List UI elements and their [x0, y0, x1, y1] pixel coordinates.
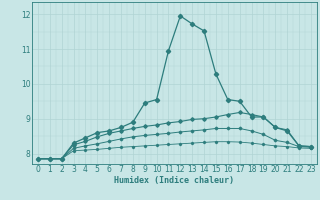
X-axis label: Humidex (Indice chaleur): Humidex (Indice chaleur): [115, 176, 234, 185]
